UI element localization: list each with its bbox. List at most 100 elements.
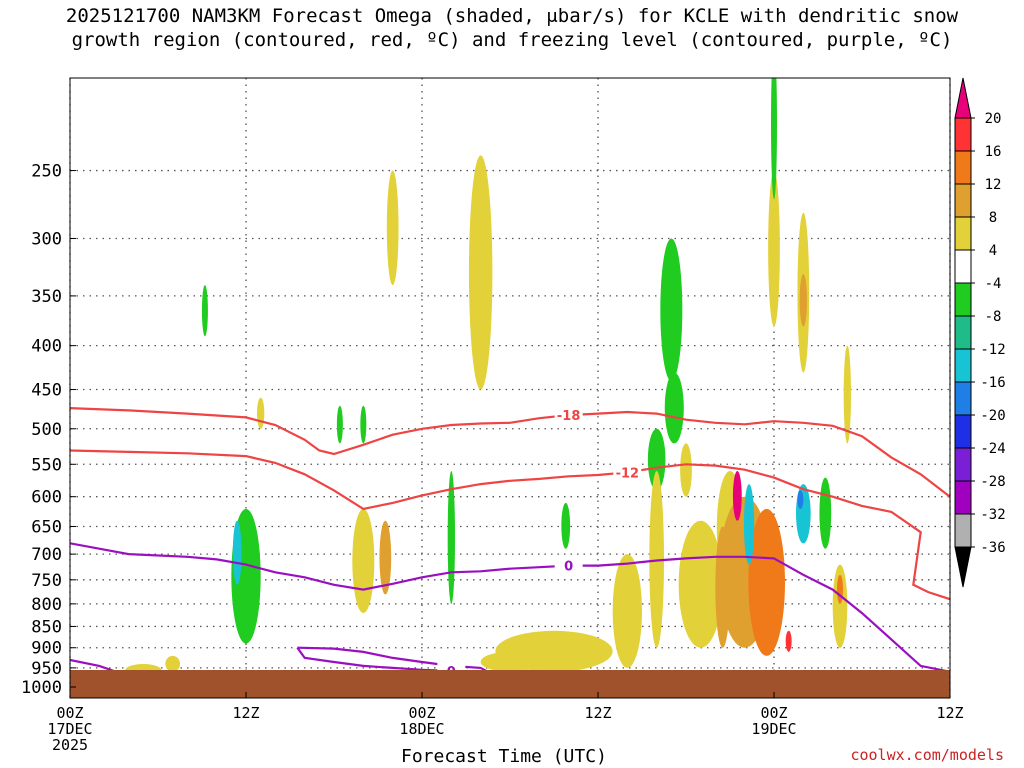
omega-cell [732,470,742,521]
colorbar-top-arrow [954,77,972,119]
omega-cell [748,508,786,656]
y-tick-label: 650 [31,518,62,538]
colorbar-label: -28 [980,474,1005,490]
colorbar-swatch [954,216,972,251]
colorbar-swatch [954,348,972,383]
title-line-1: 2025121700 NAM3KM Forecast Omega (shaded… [65,5,959,27]
omega-cell [678,520,723,648]
colorbar-swatch [954,150,972,185]
omega-cell [447,470,456,604]
grid [69,78,951,698]
omega-cell [715,526,731,648]
colorbar-swatch [954,315,972,350]
y-tick-label: 950 [31,659,62,679]
omega-cell [768,170,780,327]
terrain [70,670,950,698]
colorbar-label: 12 [985,177,1002,193]
colorbar-label: 16 [985,144,1002,160]
omega-cell [660,238,683,382]
omega-cell [257,397,265,429]
y-tick-label: 500 [31,420,62,440]
x-tick-label: 2025 [52,736,88,754]
colorbar-label: -24 [980,441,1005,457]
omega-cell [379,520,392,595]
omega-cell [843,345,851,444]
omega-cell [785,630,792,652]
y-tick-label: 250 [31,162,62,182]
omega-cell [799,273,807,327]
y-tick-label: 900 [31,639,62,659]
x-tick-label: 00Z [760,704,787,722]
colorbar-label: -16 [980,375,1005,391]
omega-cell [647,428,666,491]
y-tick-label: 350 [31,287,62,307]
colorbar-swatch [954,117,972,152]
y-tick-label: 700 [31,545,62,565]
y-tick-label: 450 [31,381,62,401]
y-tick-label: 300 [31,229,62,249]
x-tick-label: 12Z [584,704,611,722]
colorbar-swatch [954,249,972,284]
omega-cell [561,502,571,549]
colorbar-label: 8 [989,210,997,226]
x-tick-label: 12Z [232,704,259,722]
x-tick-label: 00Z [56,704,83,722]
y-tick-label: 400 [31,337,62,357]
y-tick-label: 850 [31,617,62,637]
omega-cell [743,484,755,565]
colorbar-swatch [954,282,972,317]
omega-cell [360,405,367,444]
omega-cell [771,78,777,200]
y-tick-label: 1000 [21,678,62,698]
colorbar-label: -32 [980,507,1005,523]
x-tick-label: 00Z [408,704,435,722]
x-tick-label: 19DEC [751,720,796,738]
y-tick-label: 550 [31,455,62,475]
colorbar-label: -8 [985,309,1002,325]
omega-shading [124,78,851,678]
omega-cell [352,508,375,614]
omega-cell [664,372,684,444]
colorbar-label: -20 [980,408,1005,424]
contour-label-bg [554,556,583,573]
omega-cell [468,155,493,390]
colorbar-label: -12 [980,342,1005,358]
title-line-2: growth region (contoured, red, ºC) and f… [71,29,953,51]
omega-cell [819,477,832,549]
omega-cell [796,484,811,544]
y-axis: 2503003504004505005506006507007508008509… [21,162,76,698]
x-tick-label: 18DEC [399,720,444,738]
omega-cell [649,470,665,648]
colorbar-swatch [954,381,972,416]
colorbar-swatch [954,447,972,482]
y-tick-label: 800 [31,595,62,615]
contour-label: -12 [616,466,640,481]
colorbar-label: -36 [980,540,1005,556]
colorbar-label: 20 [985,111,1002,127]
omega-cell [832,564,848,648]
plot-frame [69,77,951,699]
y-tick-label: 600 [31,488,62,508]
colorbar-swatch [954,183,972,218]
omega-cell [386,170,399,286]
x-tick-label: 12Z [936,704,963,722]
contour-label-bg [613,463,642,480]
y-tick-label: 750 [31,571,62,591]
dgz-contour [70,449,950,601]
x-axis-title: Forecast Time (UTC) [401,746,607,767]
contour-label-bg [554,406,583,423]
colorbar: 20 16 12 8 4 -4 -8 -12 -16 -20 -24 -28 -32 -36 [954,77,1006,588]
omega-cell [232,520,242,585]
freezing-level-contour [70,542,950,673]
contour-label: -18 [557,409,581,424]
colorbar-swatch [954,414,972,449]
omega-cell [165,655,181,672]
omega-cell [480,651,540,672]
colorbar-swatch [954,480,972,515]
colorbar-swatch [954,513,972,548]
contour-label: 0 [564,560,573,575]
colorbar-bottom-arrow [954,546,972,588]
colorbar-label: 4 [989,243,997,259]
